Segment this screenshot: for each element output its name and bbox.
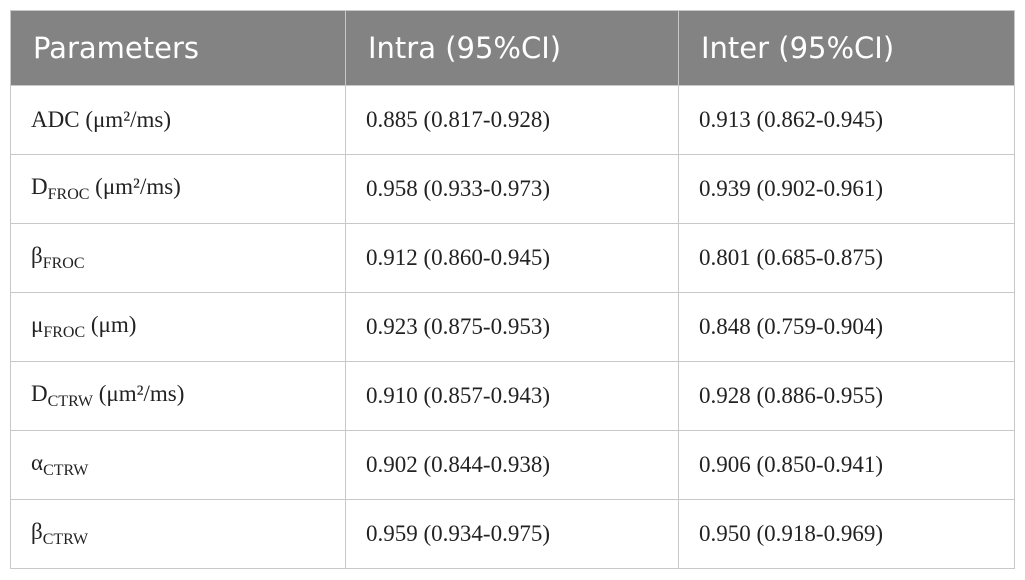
parameter-symbol: D xyxy=(31,381,48,406)
parameter-cell: DCTRW (μm²/ms) xyxy=(10,361,346,431)
header-cell: Parameters xyxy=(10,10,346,86)
value-cell: 0.910 (0.857-0.943) xyxy=(345,361,679,431)
value-cell: 0.848 (0.759-0.904) xyxy=(678,292,1015,362)
parameter-subscript: FROC xyxy=(47,186,90,203)
header-row: Parameters Intra (95%CI) Inter (95%CI) xyxy=(10,10,1015,86)
value-cell: 0.923 (0.875-0.953) xyxy=(345,292,679,362)
table-row: DCTRW (μm²/ms) 0.910 (0.857-0.943) 0.928 (… xyxy=(10,361,1015,431)
parameter-unit: (μm²/ms) xyxy=(98,381,185,406)
table-row: αCTRW 0.902 (0.844-0.938) 0.906 (0.850-0.9… xyxy=(10,430,1015,500)
value-cell: 0.950 (0.918-0.969) xyxy=(678,499,1015,569)
header-cell: Intra (95%CI) xyxy=(345,10,679,86)
parameter-subscript: FROC xyxy=(43,324,86,341)
parameter-cell: βFROC xyxy=(10,223,346,293)
value-cell: 0.913 (0.862-0.945) xyxy=(678,85,1015,155)
table-row: βCTRW 0.959 (0.934-0.975) 0.950 (0.918-0.9… xyxy=(10,499,1015,569)
parameter-symbol: β xyxy=(31,519,43,544)
parameter-unit: (μm²/ms) xyxy=(85,107,171,132)
parameter-symbol: β xyxy=(31,243,43,268)
value-cell: 0.902 (0.844-0.938) xyxy=(345,430,679,500)
parameter-unit: (μm) xyxy=(90,312,137,337)
value-cell: 0.906 (0.850-0.941) xyxy=(678,430,1015,500)
value-cell: 0.958 (0.933-0.973) xyxy=(345,154,679,224)
parameter-subscript: FROC xyxy=(42,255,85,272)
results-table: Parameters Intra (95%CI) Inter (95%CI) ADC… xyxy=(10,10,1015,569)
parameter-cell: DFROC (μm²/ms) xyxy=(10,154,346,224)
parameter-symbol: D xyxy=(31,174,48,199)
header-cell: Inter (95%CI) xyxy=(678,10,1015,86)
value-cell: 0.959 (0.934-0.975) xyxy=(345,499,679,569)
value-cell: 0.939 (0.902-0.961) xyxy=(678,154,1015,224)
value-cell: 0.928 (0.886-0.955) xyxy=(678,361,1015,431)
parameter-subscript: CTRW xyxy=(47,393,93,410)
table-row: ADC (μm²/ms) 0.885 (0.817-0.928) 0.913 (0.… xyxy=(10,85,1015,155)
table-row: μFROC (μm) 0.923 (0.875-0.953) 0.848 (0.75… xyxy=(10,292,1015,362)
value-cell: 0.801 (0.685-0.875) xyxy=(678,223,1015,293)
parameter-unit: (μm²/ms) xyxy=(95,174,181,199)
parameter-cell: μFROC (μm) xyxy=(10,292,346,362)
parameter-symbol: ADC xyxy=(31,107,80,132)
parameter-symbol: μ xyxy=(31,312,44,337)
table-row: DFROC (μm²/ms) 0.958 (0.933-0.973) 0.939 (… xyxy=(10,154,1015,224)
table-row: βFROC 0.912 (0.860-0.945) 0.801 (0.685-0.8… xyxy=(10,223,1015,293)
value-cell: 0.912 (0.860-0.945) xyxy=(345,223,679,293)
parameter-subscript: CTRW xyxy=(43,462,89,479)
parameter-cell: αCTRW xyxy=(10,430,346,500)
parameter-subscript: CTRW xyxy=(42,531,89,548)
parameter-cell: βCTRW xyxy=(10,499,346,569)
table-body: ADC (μm²/ms) 0.885 (0.817-0.928) 0.913 (0.… xyxy=(10,85,1015,569)
value-cell: 0.885 (0.817-0.928) xyxy=(345,85,679,155)
table-header: Parameters Intra (95%CI) Inter (95%CI) xyxy=(10,10,1015,86)
parameter-cell: ADC (μm²/ms) xyxy=(10,85,346,155)
parameter-symbol: α xyxy=(31,450,44,475)
